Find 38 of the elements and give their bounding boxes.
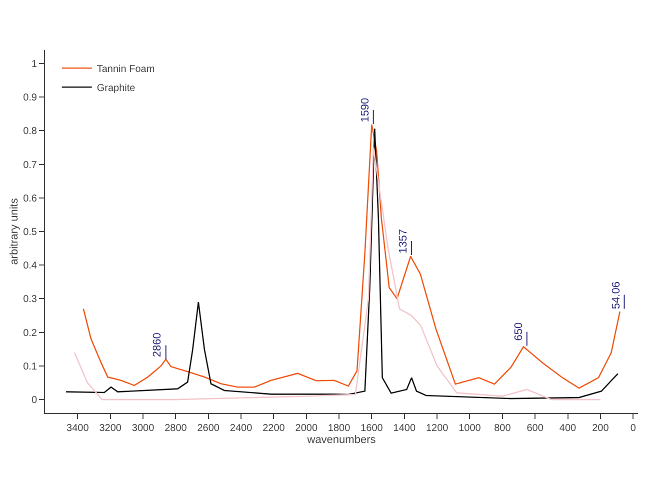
x-tick-label: 2400 bbox=[230, 423, 253, 434]
y-tick-label: 0.7 bbox=[23, 160, 38, 171]
x-tick-label: 2600 bbox=[197, 423, 220, 434]
annotation: 2860 bbox=[152, 332, 164, 358]
x-axis-title: wavenumbers bbox=[306, 434, 376, 446]
annotation: 650 bbox=[513, 322, 526, 341]
y-tick-label: 0.8 bbox=[23, 126, 38, 138]
x-tick-label: 1400 bbox=[393, 423, 416, 434]
y-tick-label: 0.3 bbox=[23, 294, 38, 306]
x-tick-label: 3000 bbox=[132, 423, 155, 434]
x-tick-label: 200 bbox=[592, 423, 610, 434]
x-tick-label: 2800 bbox=[164, 423, 188, 434]
y-tick-label: 0.9 bbox=[23, 92, 38, 104]
x-tick-label: 1200 bbox=[426, 423, 449, 434]
y-tick-label: 0.2 bbox=[23, 328, 38, 339]
x-tick-label: 0 bbox=[630, 423, 636, 434]
x-tick-label: 1600 bbox=[360, 423, 384, 434]
annotation: 1590 bbox=[359, 98, 372, 122]
x-tick-label: 800 bbox=[494, 423, 512, 434]
y-tick-label: 0.6 bbox=[23, 193, 38, 204]
x-tick-label: 2000 bbox=[295, 423, 318, 434]
x-tick-label: 3400 bbox=[66, 423, 90, 434]
y-tick-label: 0 bbox=[31, 395, 38, 406]
x-tick-label: 1800 bbox=[328, 423, 351, 434]
x-tick-label: 3200 bbox=[99, 423, 122, 434]
y-axis-title: arbitrary units bbox=[8, 198, 21, 265]
x-tick-label: 400 bbox=[559, 423, 577, 434]
legend-label: Tannin Foam bbox=[96, 64, 155, 76]
annotation: 1357 bbox=[397, 228, 410, 254]
y-tick-label: 1 bbox=[31, 58, 38, 70]
y-tick-label: 0.5 bbox=[23, 227, 38, 238]
legend-label: Graphite bbox=[96, 83, 136, 94]
x-tick-label: 2200 bbox=[262, 423, 286, 434]
y-tick-label: 0.4 bbox=[23, 260, 38, 272]
y-tick-label: 0.1 bbox=[23, 361, 38, 372]
x-tick-label: 600 bbox=[526, 423, 544, 434]
annotation: 54.06 bbox=[610, 282, 622, 310]
x-tick-label: 1000 bbox=[458, 423, 482, 434]
